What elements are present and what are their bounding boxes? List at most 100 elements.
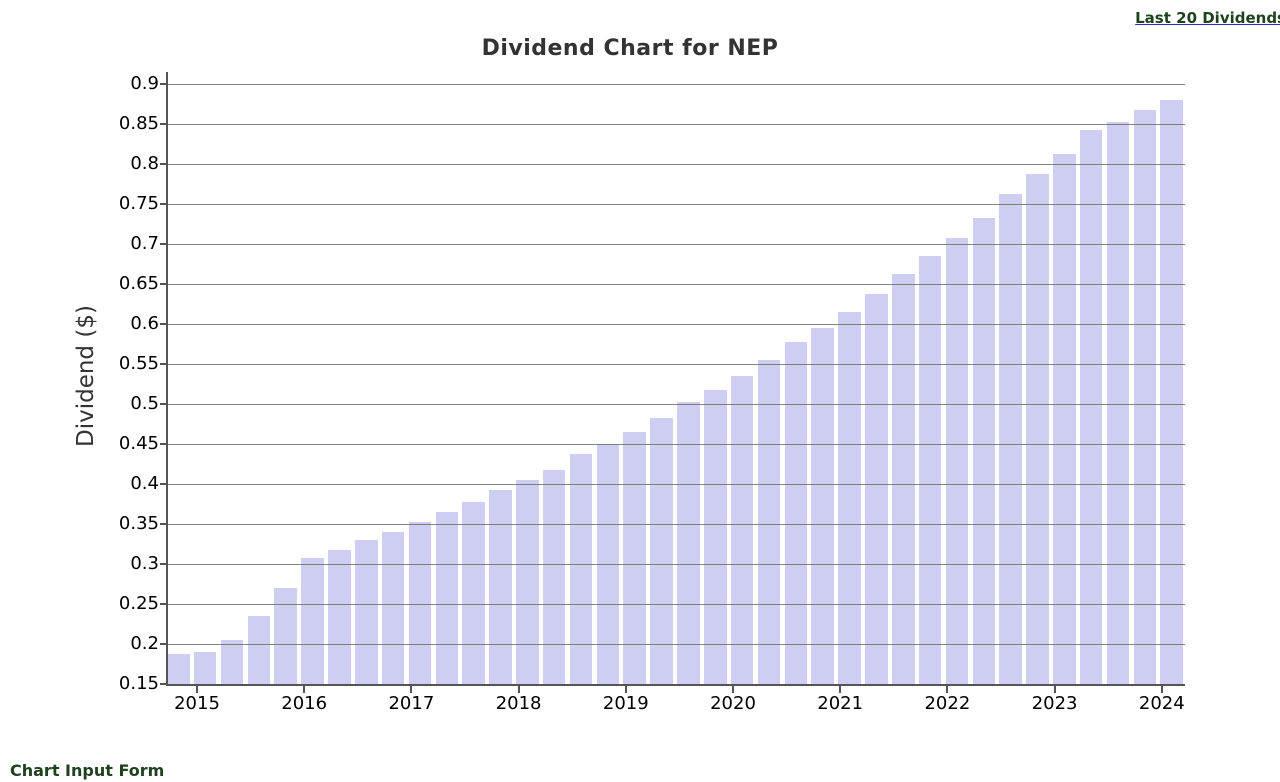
last-20-dividends-link[interactable]: Last 20 Dividends: [1135, 9, 1280, 27]
gridline: [167, 124, 1185, 125]
y-axis-tick: [160, 443, 167, 445]
x-axis-tick: [1160, 686, 1163, 693]
dividend-bar: [381, 532, 405, 686]
dividend-bar: [918, 256, 942, 686]
gridline: [167, 164, 1185, 165]
dividend-bar: [650, 418, 673, 686]
dividend-bar: [972, 218, 996, 686]
x-tick-label: 2019: [602, 693, 649, 714]
x-axis-tick: [946, 686, 949, 693]
x-axis-tick: [410, 686, 413, 693]
x-axis-tick: [732, 686, 734, 693]
x-tick-label: 2023: [1031, 693, 1078, 714]
y-tick-label: 0.8: [130, 153, 159, 174]
y-tick-label: 0.4: [130, 473, 159, 494]
dividend-bar: [945, 238, 969, 686]
gridline: [167, 324, 1185, 325]
y-axis-title: Dividend ($): [73, 305, 99, 447]
dividend-bar: [730, 376, 754, 686]
y-tick-label: 0.45: [118, 433, 159, 454]
y-tick-label: 0.5: [130, 393, 159, 414]
dividend-bar: [596, 444, 620, 686]
dividend-bar: [838, 312, 861, 686]
y-axis-tick: [160, 163, 167, 165]
gridline: [167, 404, 1185, 405]
y-tick-label: 0.3: [130, 553, 159, 574]
dividend-bar: [193, 652, 217, 686]
dividend-bar: [569, 454, 593, 686]
dividend-bar: [811, 328, 834, 686]
dividend-bar: [328, 550, 351, 686]
gridline: [167, 524, 1185, 525]
y-axis-tick: [160, 243, 167, 245]
dividend-bar: [784, 342, 808, 686]
y-axis-tick: [160, 83, 167, 85]
chart-input-form-heading: Chart Input Form: [10, 761, 165, 780]
x-tick-label: 2024: [1138, 693, 1185, 714]
dividend-bar: [247, 616, 271, 686]
x-tick-label: 2015: [174, 693, 220, 714]
y-axis-tick: [160, 123, 167, 125]
dividend-bar: [1053, 154, 1076, 686]
gridline: [167, 364, 1185, 365]
x-tick-label: 2022: [924, 693, 971, 714]
x-tick-label: 2018: [495, 693, 542, 714]
gridline: [167, 604, 1185, 605]
dividend-bar: [542, 470, 566, 686]
x-tick-label: 2016: [281, 693, 328, 714]
gridline: [167, 284, 1185, 285]
dividend-bar: [1160, 100, 1184, 686]
gridline: [167, 84, 1185, 85]
dividend-bar: [1133, 110, 1157, 686]
gridline: [167, 244, 1185, 245]
y-axis-tick: [160, 683, 167, 685]
y-tick-label: 0.9: [130, 73, 159, 94]
dividend-bar: [757, 360, 781, 686]
x-axis-line: [166, 684, 1185, 686]
x-tick-label: 2017: [388, 693, 435, 714]
y-axis-tick: [160, 483, 167, 485]
y-axis-tick: [160, 363, 167, 365]
y-tick-label: 0.55: [118, 353, 159, 374]
y-axis-tick: [160, 643, 167, 645]
y-tick-label: 0.85: [118, 113, 159, 134]
dividend-bar: [167, 654, 190, 686]
x-axis-tick: [196, 686, 198, 693]
x-axis-tick: [624, 686, 627, 693]
dividend-bar: [489, 490, 512, 686]
x-axis-tick: [303, 686, 306, 693]
y-axis-tick: [160, 203, 167, 205]
gridline: [167, 444, 1185, 445]
x-axis-tick: [839, 686, 842, 693]
y-axis-tick: [160, 323, 167, 325]
dividend-bar: [354, 540, 378, 686]
y-tick-label: 0.7: [130, 233, 159, 254]
gridline: [167, 484, 1185, 485]
y-axis-tick: [160, 523, 167, 525]
dividend-bar: [623, 432, 647, 686]
y-axis-line: [166, 72, 168, 686]
dividend-bar: [891, 274, 915, 686]
y-tick-label: 0.15: [118, 673, 159, 694]
gridline: [167, 204, 1185, 205]
y-tick-label: 0.65: [118, 273, 159, 294]
dividend-bar: [677, 402, 700, 686]
gridline: [167, 644, 1185, 645]
dividend-bar: [220, 640, 244, 686]
gridline: [167, 564, 1185, 565]
x-tick-label: 2020: [710, 693, 756, 714]
last-20-dividends-label: Last 20 Dividends: [1135, 9, 1280, 27]
dividend-bar: [1079, 130, 1103, 686]
chart-title: Dividend Chart for NEP: [481, 36, 779, 61]
dividend-bar: [865, 294, 888, 686]
dividend-bar: [435, 512, 459, 686]
x-tick-label: 2021: [817, 693, 864, 714]
dividend-bar: [516, 480, 539, 686]
dividend-bar: [1026, 174, 1049, 686]
x-axis-tick: [1053, 686, 1056, 693]
y-tick-label: 0.6: [130, 313, 159, 334]
y-axis-tick: [160, 403, 167, 405]
dividend-bar: [999, 194, 1022, 686]
dividend-bar: [462, 502, 485, 686]
